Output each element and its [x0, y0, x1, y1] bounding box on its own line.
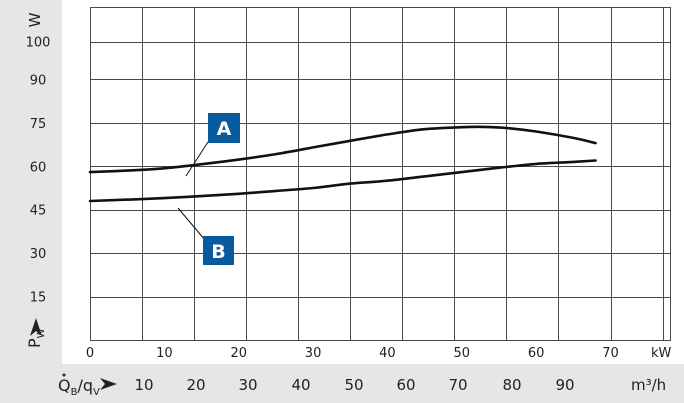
secondary-x-tick-label: 60	[396, 376, 415, 394]
series-a-line	[88, 125, 597, 174]
x-tick-labels: 0 10 20 30 40 50 60 70	[86, 346, 619, 361]
y-tick-label: 45	[30, 204, 47, 219]
secondary-x-tick-label: 10	[134, 376, 153, 394]
secondary-x-tick-labels: 10 20 30 40 50 60 70 80 90	[134, 376, 574, 394]
grid	[90, 7, 670, 340]
series-b-line	[88, 159, 597, 203]
curves	[88, 125, 597, 203]
x-tick-label: 30	[305, 346, 322, 361]
secondary-x-tick-label: 90	[555, 376, 574, 394]
x-tick-label: 70	[602, 346, 619, 361]
x-tick-label: 60	[528, 346, 545, 361]
secondary-x-tick-label: 70	[448, 376, 467, 394]
x-tick-label: 50	[454, 346, 471, 361]
y-axis-symbol: PW	[25, 328, 47, 348]
x-tick-label: 20	[230, 346, 247, 361]
x-tick-label: 10	[156, 346, 173, 361]
y-axis-band	[0, 0, 62, 403]
x-axis-band	[0, 364, 684, 403]
y-tick-labels: 15 30 45 60 75 90 100	[26, 36, 51, 306]
leader-line-b	[177, 207, 206, 241]
y-tick-label: 75	[30, 117, 47, 132]
secondary-x-tick-label: 80	[502, 376, 521, 394]
secondary-x-tick-label: 40	[291, 376, 310, 394]
y-tick-label: 60	[30, 160, 47, 175]
secondary-x-axis-unit: m³/h	[631, 376, 666, 394]
svg-text:A: A	[217, 118, 232, 140]
series-a-badge: A	[208, 113, 240, 143]
svg-text:B: B	[211, 241, 225, 263]
secondary-x-axis-arrow-icon	[100, 378, 117, 390]
series-b-badge: B	[203, 236, 234, 265]
svg-text:PW: PW	[25, 328, 47, 348]
x-tick-label: 40	[379, 346, 396, 361]
plot-frame	[90, 7, 671, 341]
x-tick-label: 0	[86, 346, 94, 361]
y-tick-label: 90	[30, 73, 47, 88]
plot-area	[62, 7, 672, 342]
secondary-x-tick-label: 20	[186, 376, 205, 394]
secondary-x-tick-label: 50	[344, 376, 363, 394]
flow-rate-dot-icon	[62, 373, 66, 377]
y-axis-arrow-icon	[30, 318, 42, 336]
leader-line-a	[185, 141, 209, 177]
y-tick-label: 30	[30, 247, 47, 262]
y-tick-label: 15	[30, 291, 47, 306]
y-tick-label: 100	[26, 36, 51, 51]
x-axis-unit: kW	[651, 346, 672, 361]
secondary-x-axis-symbol: QB/qV	[58, 376, 100, 398]
secondary-x-tick-label: 30	[238, 376, 257, 394]
y-axis-unit: W	[26, 12, 44, 27]
